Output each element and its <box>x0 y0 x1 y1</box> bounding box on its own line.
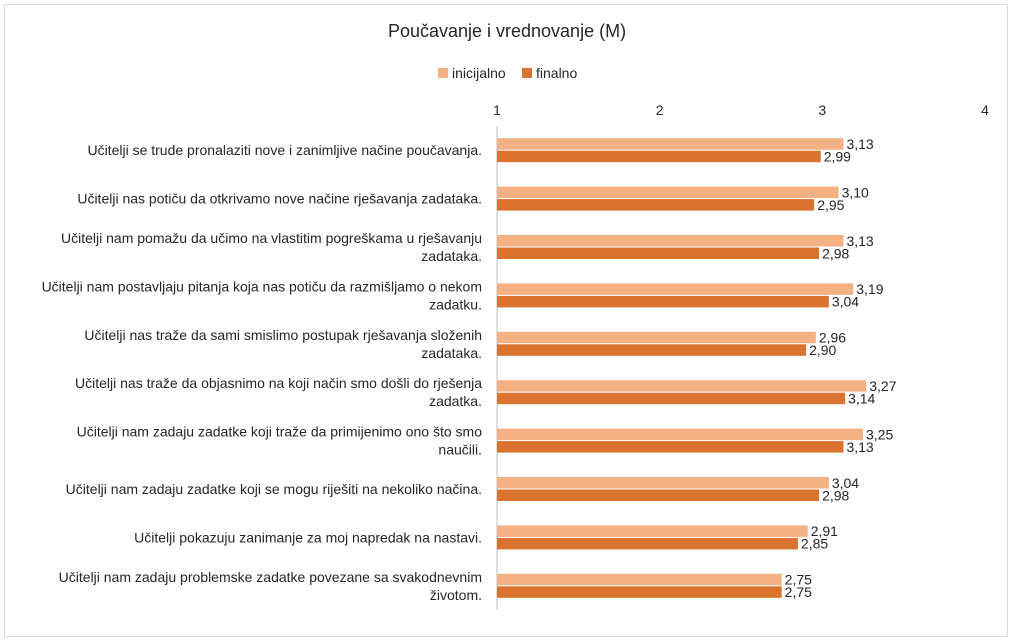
data-label-finalno: 2,75 <box>785 584 812 600</box>
category-label: Učitelji nam zadaju zadatke koji se mogu… <box>66 481 482 497</box>
category-label: Učitelji nam pomažu da učimo na vlastiti… <box>61 230 482 246</box>
legend-swatch-inicijalno <box>438 68 448 78</box>
data-label-finalno: 2,98 <box>822 245 849 261</box>
category-labels: Učitelji se trude pronalaziti nove i zan… <box>42 142 483 603</box>
data-label-finalno: 3,13 <box>846 439 873 455</box>
bar-finalno <box>497 247 820 259</box>
chart-title: Poučavanje i vrednovanje (M) <box>388 21 626 41</box>
data-label-finalno: 3,14 <box>848 390 875 406</box>
bar-finalno <box>497 586 782 598</box>
bar-finalno <box>497 392 846 405</box>
data-label-finalno: 2,90 <box>809 342 836 358</box>
bar-finalno <box>497 295 829 308</box>
bar-finalno <box>497 489 820 501</box>
bar-inicijalno <box>497 186 839 199</box>
data-label-finalno: 2,85 <box>801 536 828 552</box>
category-label: Učitelji nam postavljaju pitanja koja na… <box>42 278 482 294</box>
data-label-finalno: 2,99 <box>824 148 851 164</box>
bar-inicijalno <box>497 573 782 586</box>
legend-label-inicijalno: inicijalno <box>452 65 506 81</box>
category-label: naučili. <box>438 442 482 458</box>
category-label: Učitelji nas potiču da otkrivamo nove na… <box>77 191 482 207</box>
bar-inicijalno <box>497 525 808 537</box>
bar-finalno <box>497 199 815 211</box>
data-label-finalno: 2,95 <box>817 197 844 213</box>
data-label-inicijalno: 2,96 <box>819 330 846 346</box>
bar-finalno <box>497 537 798 550</box>
bars <box>497 138 867 598</box>
category-label: zadataka. <box>421 248 482 264</box>
category-label: Učitelji se trude pronalaziti nove i zan… <box>87 142 482 158</box>
bar-inicijalno <box>497 477 829 489</box>
data-label-finalno: 3,04 <box>832 294 859 310</box>
bar-finalno <box>497 344 807 356</box>
bar-finalno <box>497 150 821 163</box>
legend-swatch-finalno <box>522 68 532 78</box>
bar-inicijalno <box>497 380 867 392</box>
category-label: zadataka. <box>421 345 482 361</box>
data-label-inicijalno: 3,10 <box>842 184 869 200</box>
bar-inicijalno <box>497 283 854 295</box>
category-label: Učitelji nam zadaju zadatke koji traže d… <box>77 424 483 440</box>
data-label-inicijalno: 3,25 <box>866 426 893 442</box>
x-tick-label: 1 <box>493 102 501 118</box>
category-label: zadatku. <box>429 296 482 312</box>
data-label-inicijalno: 2,75 <box>785 572 812 588</box>
x-tick-label: 3 <box>818 102 826 118</box>
data-label-inicijalno: 2,91 <box>811 523 838 539</box>
data-label-finalno: 2,98 <box>822 487 849 503</box>
data-label-inicijalno: 3,13 <box>846 136 873 152</box>
category-label: Učitelji pokazuju zanimanje za moj napre… <box>134 529 482 545</box>
legend-label-finalno: finalno <box>536 65 577 81</box>
data-label-inicijalno: 3,27 <box>869 378 896 394</box>
bar-finalno <box>497 441 844 453</box>
data-label-inicijalno: 3,19 <box>856 281 883 297</box>
category-label: životom. <box>430 587 482 603</box>
category-label: Učitelji nas traže da sami smislimo post… <box>84 327 482 343</box>
bar-inicijalno <box>497 138 844 150</box>
legend: inicijalno finalno <box>438 65 577 81</box>
category-label: Učitelji nam zadaju problemske zadatke p… <box>59 569 482 585</box>
data-label-inicijalno: 3,04 <box>832 475 859 491</box>
bar-inicijalno <box>497 235 844 247</box>
bar-inicijalno <box>497 428 863 441</box>
data-labels: 3,132,993,102,953,132,983,193,042,962,90… <box>785 136 897 600</box>
category-label: zadatka. <box>429 393 482 409</box>
x-axis-ticks: 1 2 3 4 <box>493 102 989 118</box>
bar-inicijalno <box>497 331 816 344</box>
x-tick-label: 2 <box>656 102 664 118</box>
data-label-inicijalno: 3,13 <box>846 233 873 249</box>
x-tick-label: 4 <box>981 102 989 118</box>
category-label: Učitelji nas traže da objasnimo na koji … <box>75 375 482 391</box>
